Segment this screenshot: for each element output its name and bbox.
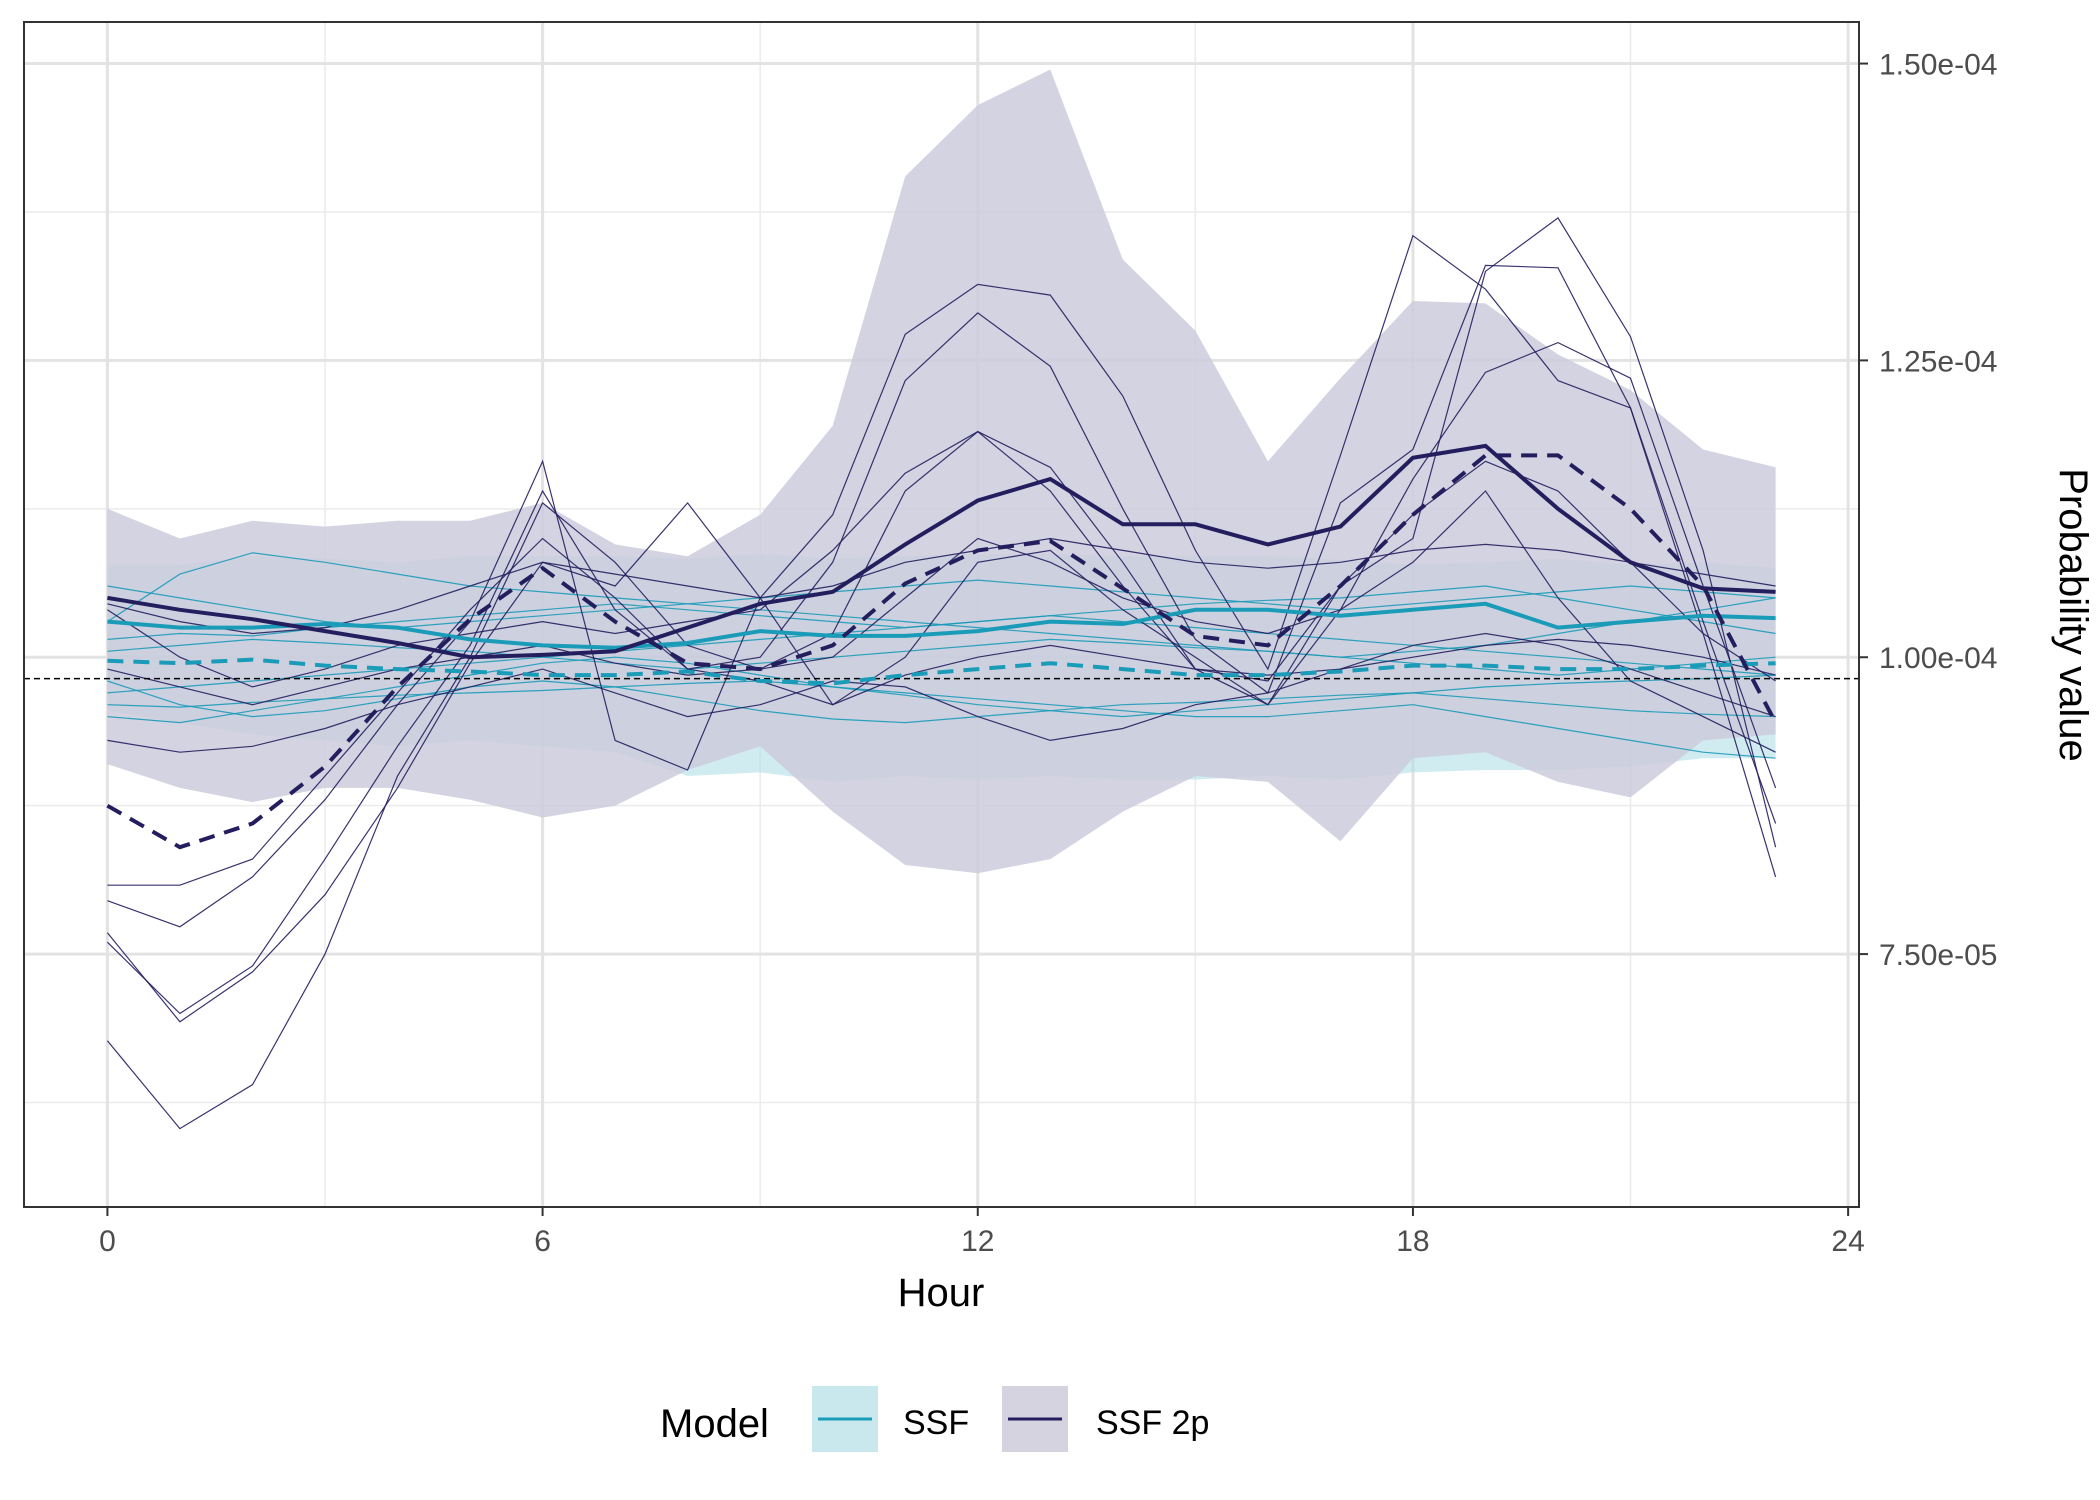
y-tick-label: 7.50e-05 (1879, 939, 1997, 972)
x-tick-label: 6 (534, 1225, 551, 1258)
x-tick-label: 24 (1831, 1225, 1864, 1258)
individual-line-ssf (107, 585, 1776, 640)
legend-label-ssf-2p: SSF 2p (1096, 1404, 1209, 1442)
individual-lines (106, 217, 1777, 1130)
axes: 0 6 12 18 24 7.50e-05 1.00e-04 1.25e-04 1.50e-04 (99, 49, 1997, 1258)
individual-line-ssf-2p (106, 217, 1777, 1023)
x-axis-title: Hour (898, 1271, 985, 1315)
median-line-ssf (107, 657, 1776, 686)
individual-line-ssf-2p (107, 430, 1776, 688)
individual-line-ssf (107, 638, 1776, 676)
mean-line-ssf-2p (107, 443, 1776, 660)
individual-line-ssf (107, 674, 1776, 718)
legend-label-ssf: SSF (903, 1404, 969, 1442)
x-tick-label: 12 (961, 1225, 994, 1258)
y-tick-label: 1.50e-04 (1879, 49, 1997, 82)
summary-lines (106, 443, 1778, 850)
y-tick-label: 1.25e-04 (1879, 345, 1997, 378)
x-tick-label: 0 (99, 1225, 116, 1258)
individual-line-ssf-2p (107, 490, 1776, 753)
individual-line-ssf-2p (107, 632, 1776, 753)
legend-title: Model (660, 1402, 769, 1446)
mean-line-ssf (107, 601, 1776, 650)
y-tick-label: 1.00e-04 (1879, 642, 1997, 675)
plot-border (23, 21, 1860, 1208)
individual-line-ssf-2p (107, 234, 1777, 928)
x-tick-label: 18 (1396, 1225, 1429, 1258)
individual-line-ssf-2p (107, 537, 1776, 635)
y-axis-title: Probability value (2051, 468, 2095, 762)
individual-line-ssf-2p (106, 489, 1776, 1015)
individual-line-ssf-2p (107, 264, 1777, 886)
legend: Model SSF SSF 2p (660, 1386, 1209, 1452)
individual-line-ssf (107, 656, 1776, 759)
